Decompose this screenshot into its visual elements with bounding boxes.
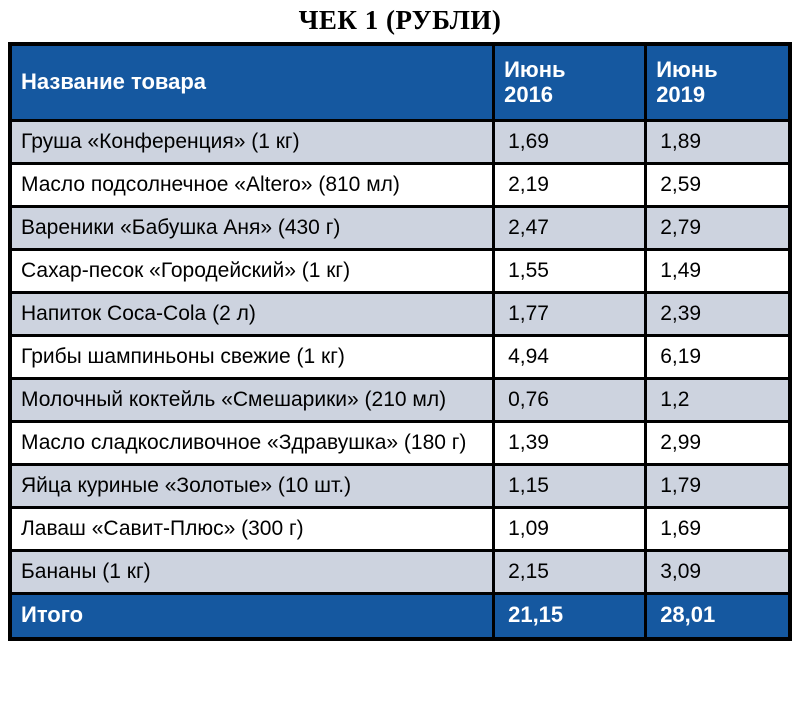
- total-price-2016: 21,15: [492, 591, 648, 641]
- table-row: Вареники «Бабушка Аня» (430 г) 2,47 2,79: [8, 204, 792, 251]
- total-label: Итого: [8, 591, 496, 641]
- price-2019-cell: 2,39: [644, 290, 792, 337]
- product-name-cell: Молочный коктейль «Смешарики» (210 мл): [8, 376, 496, 423]
- price-2019-cell: 6,19: [644, 333, 792, 380]
- table-header-row: Название товара Июнь 2016 Июнь 2019: [8, 42, 792, 122]
- price-2019-cell: 1,49: [644, 247, 792, 294]
- product-name-cell: Бананы (1 кг): [8, 548, 496, 595]
- price-2016-cell: 1,69: [492, 118, 648, 165]
- price-2019-cell: 1,89: [644, 118, 792, 165]
- price-2016-cell: 2,19: [492, 161, 648, 208]
- price-2016-cell: 1,15: [492, 462, 648, 509]
- column-header-june-2016: Июнь 2016: [492, 42, 648, 122]
- price-2016-cell: 0,76: [492, 376, 648, 423]
- price-2019-cell: 2,59: [644, 161, 792, 208]
- price-2019-cell: 1,2: [644, 376, 792, 423]
- table-row: Масло сладкосливочное «Здравушка» (180 г…: [8, 419, 792, 466]
- table-row: Яйца куриные «Золотые» (10 шт.) 1,15 1,7…: [8, 462, 792, 509]
- total-price-2019: 28,01: [644, 591, 792, 641]
- product-name-cell: Масло сладкосливочное «Здравушка» (180 г…: [8, 419, 496, 466]
- product-name-cell: Лаваш «Савит-Плюс» (300 г): [8, 505, 496, 552]
- table-row: Напиток Coca-Cola (2 л) 1,77 2,39: [8, 290, 792, 337]
- table-row: Масло подсолнечное «Altero» (810 мл) 2,1…: [8, 161, 792, 208]
- column-header-june-2019: Июнь 2019: [644, 42, 792, 122]
- table-body: Груша «Конференция» (1 кг) 1,69 1,89 Мас…: [8, 118, 792, 595]
- price-2019-cell: 2,79: [644, 204, 792, 251]
- price-2019-cell: 2,99: [644, 419, 792, 466]
- price-2016-cell: 2,15: [492, 548, 648, 595]
- price-table: Название товара Июнь 2016 Июнь 2019 Груш…: [8, 42, 792, 641]
- product-name-cell: Яйца куриные «Золотые» (10 шт.): [8, 462, 496, 509]
- table-row: Сахар-песок «Городейский» (1 кг) 1,55 1,…: [8, 247, 792, 294]
- product-name-cell: Масло подсолнечное «Altero» (810 мл): [8, 161, 496, 208]
- price-2016-cell: 1,39: [492, 419, 648, 466]
- column-header-product: Название товара: [8, 42, 496, 122]
- product-name-cell: Напиток Coca-Cola (2 л): [8, 290, 496, 337]
- price-2019-cell: 1,79: [644, 462, 792, 509]
- product-name-cell: Грибы шампиньоны свежие (1 кг): [8, 333, 496, 380]
- price-2019-cell: 1,69: [644, 505, 792, 552]
- price-2016-cell: 1,09: [492, 505, 648, 552]
- table-row: Груша «Конференция» (1 кг) 1,69 1,89: [8, 118, 792, 165]
- table-row: Бананы (1 кг) 2,15 3,09: [8, 548, 792, 595]
- total-row: Итого 21,15 28,01: [8, 591, 792, 641]
- price-2016-cell: 4,94: [492, 333, 648, 380]
- page-title: ЧЕК 1 (РУБЛИ): [298, 5, 502, 35]
- product-name-cell: Вареники «Бабушка Аня» (430 г): [8, 204, 496, 251]
- product-name-cell: Груша «Конференция» (1 кг): [8, 118, 496, 165]
- price-2016-cell: 1,55: [492, 247, 648, 294]
- price-2016-cell: 2,47: [492, 204, 648, 251]
- receipt-comparison-page: ЧЕК 1 (РУБЛИ) Название товара Июнь 2016 …: [8, 5, 792, 641]
- table-row: Грибы шампиньоны свежие (1 кг) 4,94 6,19: [8, 333, 792, 380]
- price-2019-cell: 3,09: [644, 548, 792, 595]
- product-name-cell: Сахар-песок «Городейский» (1 кг): [8, 247, 496, 294]
- table-row: Лаваш «Савит-Плюс» (300 г) 1,09 1,69: [8, 505, 792, 552]
- table-row: Молочный коктейль «Смешарики» (210 мл) 0…: [8, 376, 792, 423]
- price-2016-cell: 1,77: [492, 290, 648, 337]
